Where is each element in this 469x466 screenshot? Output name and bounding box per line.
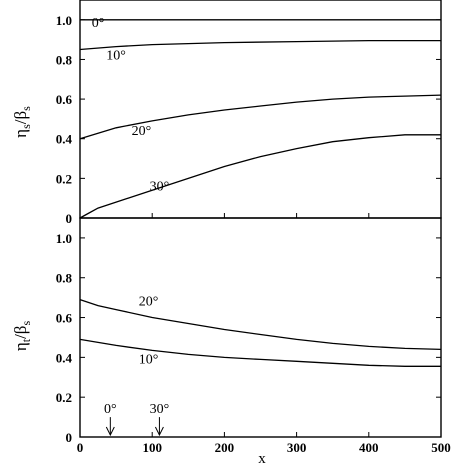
bottom-x-tick-label: 200 bbox=[215, 440, 235, 455]
bottom-x-tick-label: 100 bbox=[142, 440, 162, 455]
top-series-line-2 bbox=[79, 94, 442, 140]
y-axis-label-part: β bbox=[11, 111, 30, 120]
top-panel: 0 0.2 0.4 0.6 0.8 1.0 0° 10° 20° 30° bbox=[56, 0, 442, 226]
y-axis-label-part: η bbox=[11, 129, 30, 138]
top-curve-label: 10° bbox=[106, 48, 126, 63]
bottom-series-line-0 bbox=[79, 298, 442, 351]
top-y-tick-label: 0.4 bbox=[56, 132, 73, 147]
bottom-x-tick-label: 400 bbox=[359, 440, 379, 455]
x-axis-label: x bbox=[258, 451, 266, 466]
bottom-panel: 0 0.2 0.4 0.6 0.8 1.0 0 100 200 300 400 500 20° 10° 0°… bbox=[56, 217, 451, 455]
y-axis-label-part: / bbox=[11, 334, 30, 339]
top-y-tick-label: 0.2 bbox=[56, 171, 72, 186]
bottom-marker-arrowhead bbox=[105, 426, 115, 437]
y-axis-label-part: β bbox=[11, 326, 30, 335]
y-axis-label-part: η bbox=[11, 342, 30, 351]
bottom-x-tick-label: 500 bbox=[431, 440, 451, 455]
bottom-plot-frame bbox=[79, 217, 442, 438]
top-series-line-3 bbox=[79, 134, 441, 219]
top-plot-frame bbox=[79, 0, 442, 219]
y-axis-label-part: s bbox=[19, 124, 33, 129]
bottom-y-tick-label: 0.4 bbox=[56, 350, 73, 365]
top-y-tick-label: 0.8 bbox=[56, 52, 73, 67]
top-curve-label: 20° bbox=[132, 124, 152, 139]
bottom-y-tick-label: 0.2 bbox=[56, 390, 72, 405]
bottom-y-tick-label: 0.8 bbox=[56, 271, 73, 286]
bottom-marker-arrowhead bbox=[154, 426, 164, 437]
y-axis-label-top: ηs/βs bbox=[11, 106, 33, 138]
bottom-curve-label: 10° bbox=[139, 352, 159, 367]
bottom-y-tick-label: 0.6 bbox=[56, 311, 73, 326]
bottom-marker-label: 0° bbox=[104, 402, 117, 417]
top-y-tick-label: 1.0 bbox=[56, 13, 72, 28]
y-axis-label-part: t bbox=[19, 338, 33, 342]
bottom-marker-label: 30° bbox=[150, 402, 170, 417]
y-axis-label-part: s bbox=[19, 321, 33, 326]
bottom-series-line-1 bbox=[79, 338, 441, 367]
bottom-y-tick-label: 0 bbox=[66, 430, 73, 445]
top-y-tick-label: 0 bbox=[66, 211, 73, 226]
bottom-curve-label: 20° bbox=[139, 295, 159, 310]
top-series-line-1 bbox=[79, 39, 441, 51]
top-curve-label: 30° bbox=[150, 179, 170, 194]
bottom-y-tick-label: 1.0 bbox=[56, 231, 72, 246]
y-axis-label-part: / bbox=[11, 119, 30, 124]
bottom-x-tick-label: 300 bbox=[287, 440, 307, 455]
y-axis-label-part: s bbox=[19, 106, 33, 111]
top-curve-label: 0° bbox=[92, 16, 105, 31]
y-axis-label-bottom: ηt/βs bbox=[11, 321, 33, 352]
bottom-x-tick-label: 0 bbox=[77, 440, 84, 455]
top-y-tick-label: 0.6 bbox=[56, 92, 73, 107]
